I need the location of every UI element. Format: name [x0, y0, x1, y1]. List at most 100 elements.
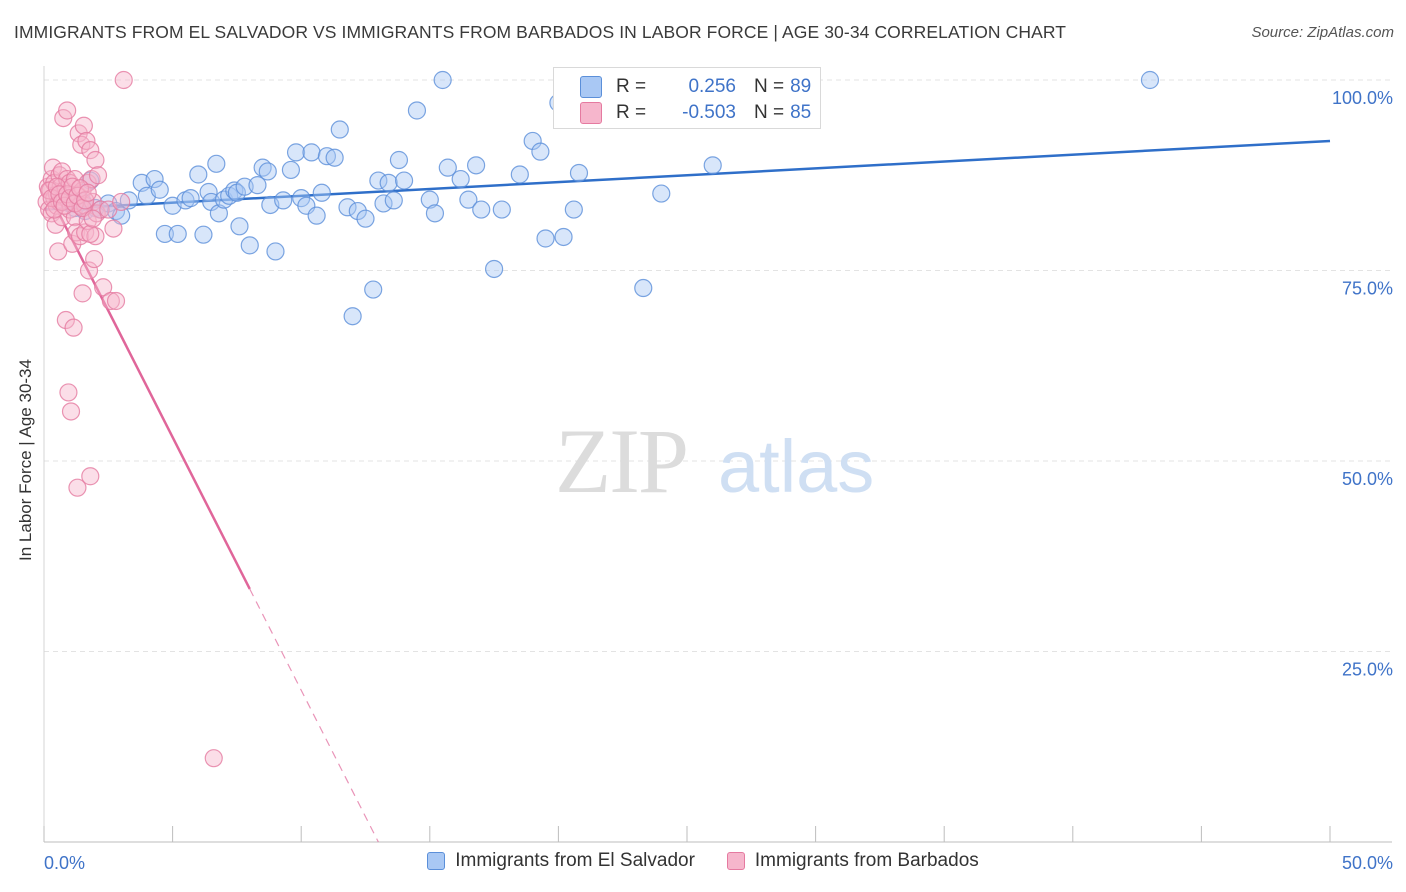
point-el-salvador	[531, 142, 550, 161]
watermark-atlas: atlas	[718, 425, 874, 508]
point-barbados	[81, 141, 100, 160]
point-barbados	[112, 192, 131, 212]
point-barbados	[79, 261, 99, 280]
stats-r-label: R =	[616, 102, 647, 123]
legend-label: Immigrants from El Salvador	[455, 850, 695, 871]
point-el-salvador	[703, 156, 722, 175]
point-barbados	[78, 183, 97, 202]
point-barbados	[52, 208, 72, 227]
point-barbados	[204, 749, 223, 768]
point-el-salvador	[230, 217, 249, 236]
stats-swatch-pink	[580, 102, 602, 124]
point-barbados	[73, 284, 92, 303]
point-el-salvador	[425, 204, 445, 223]
point-el-salvador	[325, 148, 344, 167]
y-tick-label: 50.0%	[1342, 469, 1393, 489]
point-barbados	[77, 131, 96, 151]
point-el-salvador	[510, 165, 529, 184]
legend-item-barbados[interactable]: Immigrants from Barbados	[726, 850, 979, 872]
point-barbados	[49, 242, 68, 261]
point-el-salvador	[569, 163, 589, 183]
y-axis-label: In Labor Force | Age 30-34	[16, 359, 35, 561]
point-el-salvador	[652, 184, 671, 203]
point-el-salvador	[343, 307, 362, 326]
point-el-salvador	[330, 120, 349, 139]
chart-title: IMMIGRANTS FROM EL SALVADOR VS IMMIGRANT…	[14, 22, 1067, 42]
stats-row-barbados: R = -0.503 N = 85	[580, 100, 811, 126]
stats-n-value: 85	[790, 102, 812, 123]
point-el-salvador	[420, 190, 439, 209]
data-points	[37, 70, 1160, 768]
point-el-salvador	[485, 259, 504, 279]
point-el-salvador	[302, 143, 321, 162]
point-el-salvador	[438, 158, 457, 177]
stats-r-label: R =	[616, 76, 647, 97]
point-el-salvador	[384, 191, 403, 210]
point-barbados	[59, 383, 78, 402]
y-tick-labels: 25.0% 50.0% 75.0% 100.0%	[1332, 88, 1393, 680]
point-el-salvador	[374, 194, 393, 213]
point-el-salvador	[564, 200, 583, 219]
point-barbados	[114, 70, 133, 90]
point-el-salvador	[168, 224, 187, 244]
point-el-salvador	[258, 162, 277, 181]
point-barbados	[64, 318, 83, 337]
point-el-salvador	[307, 206, 326, 225]
point-el-salvador	[394, 171, 414, 190]
point-el-salvador	[356, 209, 375, 228]
trend-line-extension-barbados	[249, 588, 379, 843]
x-tick-labels: 0.0% 50.0%	[44, 853, 1393, 873]
legend-swatch-blue	[427, 852, 446, 870]
point-barbados	[46, 215, 65, 234]
stats-swatch-blue	[580, 76, 602, 98]
point-el-salvador	[472, 200, 491, 219]
point-el-salvador	[364, 280, 383, 299]
point-barbados	[58, 101, 77, 120]
point-el-salvador	[389, 150, 409, 170]
point-el-salvador	[209, 204, 228, 223]
point-barbados	[91, 200, 110, 219]
point-barbados	[63, 234, 82, 253]
point-el-salvador	[451, 169, 470, 189]
stats-n-label: N =	[754, 76, 785, 97]
x-tick-label: 50.0%	[1342, 853, 1393, 873]
legend-item-el-salvador[interactable]: Immigrants from El Salvador	[427, 850, 695, 872]
point-barbados	[68, 478, 87, 497]
trend-line-barbados	[48, 193, 251, 590]
point-barbados	[104, 219, 123, 238]
point-el-salvador	[1140, 70, 1160, 90]
point-el-salvador	[634, 278, 653, 298]
point-el-salvador	[554, 227, 573, 247]
point-el-salvador	[274, 191, 293, 210]
watermark: ZIP atlas	[555, 410, 874, 512]
point-el-salvador	[348, 201, 367, 221]
point-el-salvador	[248, 176, 267, 195]
point-el-salvador	[407, 101, 427, 120]
point-el-salvador	[281, 160, 301, 180]
point-el-salvador	[240, 236, 259, 255]
stats-row-el-salvador: R = 0.256 N = 89	[580, 74, 811, 100]
point-el-salvador	[119, 191, 138, 210]
point-el-salvador	[155, 224, 174, 244]
point-barbados	[61, 402, 81, 421]
point-el-salvador	[312, 183, 331, 202]
point-el-salvador	[459, 190, 478, 209]
point-barbados	[56, 310, 75, 330]
point-el-salvador	[338, 198, 357, 217]
y-tick-label: 25.0%	[1342, 660, 1393, 680]
stats-legend: R = 0.256 N = 89 R = -0.503 N = 85	[553, 67, 821, 129]
trend-lines	[43, 139, 1331, 843]
legend-label: Immigrants from Barbados	[754, 850, 979, 871]
trend-line-el-salvador	[43, 139, 1331, 211]
point-el-salvador	[225, 181, 244, 200]
point-barbados	[81, 224, 100, 244]
point-el-salvador	[536, 229, 555, 248]
x-tick-label: 0.0%	[44, 853, 85, 873]
chart-legend: Immigrants from El Salvador Immigrants f…	[0, 850, 1406, 872]
point-el-salvador	[189, 165, 208, 184]
point-barbados	[101, 291, 120, 311]
point-el-salvador	[266, 242, 285, 261]
stats-r-value: -0.503	[682, 102, 736, 123]
point-el-salvador	[317, 147, 337, 166]
